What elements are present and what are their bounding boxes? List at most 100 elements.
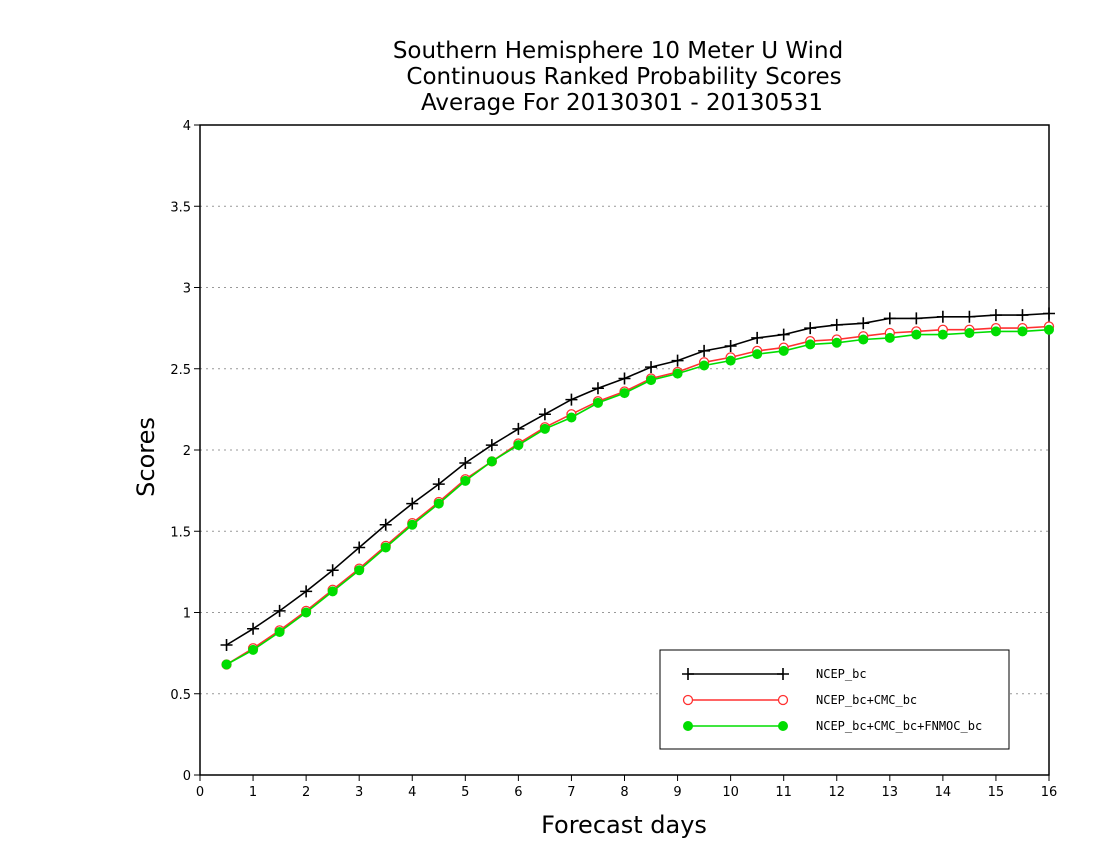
data-point	[592, 397, 603, 408]
x-tick-label: 11	[775, 785, 792, 800]
legend-entry-2: NCEP_bc+CMC_bc+FNMOC_bc	[683, 719, 982, 733]
data-point	[248, 644, 259, 655]
x-tick-label: 1	[249, 785, 257, 800]
data-point	[751, 331, 764, 344]
data-point	[300, 585, 313, 598]
legend-entry-1: NCEP_bc+CMC_bc	[682, 693, 917, 707]
data-point	[937, 329, 948, 340]
data-point	[646, 375, 657, 386]
series-0	[220, 307, 1055, 651]
x-axis-label: Forecast days	[541, 811, 707, 839]
x-tick-label: 6	[514, 785, 522, 800]
x-tick-label: 10	[722, 785, 739, 800]
data-point	[778, 721, 788, 731]
data-point	[1044, 324, 1054, 335]
y-tick-label: 3	[183, 282, 191, 297]
data-point	[432, 478, 445, 491]
data-point	[301, 607, 312, 618]
data-point	[247, 622, 260, 635]
y-tick-label: 4	[183, 119, 191, 134]
data-point	[273, 604, 286, 617]
data-point	[539, 423, 550, 434]
data-point	[618, 372, 631, 385]
data-point	[406, 497, 419, 510]
legend-label: NCEP_bc	[816, 667, 867, 681]
data-point	[1043, 307, 1055, 320]
data-point	[326, 564, 339, 577]
data-point	[778, 345, 789, 356]
data-point	[989, 309, 1002, 322]
data-point	[274, 627, 285, 637]
data-point	[699, 360, 710, 371]
data-point	[485, 439, 498, 452]
x-tick-label: 16	[1041, 785, 1058, 800]
data-point	[379, 518, 392, 531]
data-point	[698, 344, 711, 357]
data-point	[683, 721, 693, 731]
x-tick-label: 2	[302, 785, 310, 800]
x-axis: 0 1 2 3 4 5 6 7 8 9 10 11 12 13 14 15 16	[196, 775, 1057, 800]
data-point	[512, 422, 525, 435]
data-point	[964, 328, 975, 338]
data-point	[682, 668, 694, 680]
data-point	[804, 322, 817, 335]
data-point	[591, 382, 604, 395]
y-axis-label: Scores	[132, 417, 160, 497]
data-point	[990, 326, 1001, 337]
title-line-2: Continuous Ranked Probability Scores	[406, 64, 841, 90]
x-tick-label: 5	[461, 785, 469, 800]
x-tick-label: 7	[567, 785, 575, 800]
x-tick-label: 0	[196, 785, 204, 800]
series-1	[221, 321, 1055, 670]
data-point	[883, 312, 896, 325]
series-line	[226, 312, 1050, 646]
data-point	[777, 668, 789, 680]
data-point	[460, 475, 471, 486]
data-point	[805, 339, 816, 350]
data-point	[407, 519, 418, 530]
x-tick-label: 13	[882, 785, 899, 800]
data-point	[354, 565, 365, 576]
y-tick-label: 1.5	[170, 525, 191, 540]
x-tick-label: 8	[620, 785, 628, 800]
series-line	[226, 325, 1050, 666]
data-point	[433, 498, 444, 509]
gridlines	[200, 205, 1049, 695]
data-point	[752, 349, 763, 360]
series-line	[226, 328, 1050, 666]
data-point	[327, 586, 338, 597]
data-point	[221, 659, 232, 670]
y-tick-label: 2.5	[170, 363, 191, 378]
data-point	[777, 328, 790, 341]
data-point	[1016, 309, 1029, 322]
x-tick-label: 14	[935, 785, 952, 800]
data-point	[936, 310, 949, 323]
x-tick-label: 12	[828, 785, 845, 800]
x-tick-label: 4	[408, 785, 416, 800]
legend-entry-0: NCEP_bc	[682, 667, 867, 681]
y-tick-label: 3.5	[170, 200, 191, 215]
data-point	[538, 408, 551, 421]
data-point	[380, 542, 391, 553]
y-tick-label: 2	[183, 444, 191, 459]
legend: NCEP_bc NCEP_bc+CMC_bc NCEP_bc+CMC_bc+FNMO…	[659, 649, 1010, 750]
series-2	[221, 324, 1054, 670]
data-point	[724, 340, 737, 352]
data-point	[565, 393, 578, 406]
data-point	[858, 334, 869, 345]
x-tick-label: 9	[673, 785, 681, 800]
data-point	[220, 639, 233, 651]
data-point	[884, 332, 895, 343]
x-tick-label: 3	[355, 785, 363, 800]
y-tick-label: 0.5	[170, 688, 191, 703]
data-point	[857, 317, 870, 330]
legend-label: NCEP_bc+CMC_bc+FNMOC_bc	[816, 719, 982, 733]
data-point	[777, 694, 789, 706]
data-point	[645, 361, 658, 374]
title-line-3: Average For 20130301 - 20130531	[421, 90, 823, 116]
data-point	[910, 312, 923, 325]
chart-title: Southern Hemisphere 10 Meter U Wind Cont…	[393, 38, 843, 116]
series-layer	[220, 307, 1055, 670]
data-point	[459, 457, 472, 469]
